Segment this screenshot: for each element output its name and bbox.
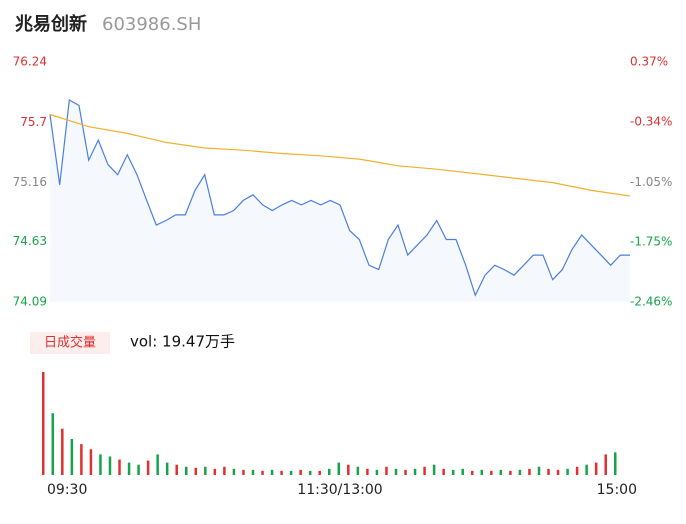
volume-bar (270, 469, 274, 475)
volume-bar (118, 459, 121, 475)
volume-bar (51, 413, 55, 475)
y2-tick-label: -0.34% (630, 115, 672, 129)
volume-bar (471, 470, 474, 475)
volume-bar (575, 466, 579, 475)
volume-bar (394, 468, 398, 475)
volume-bar (337, 462, 341, 475)
volume-bar (604, 454, 607, 475)
volume-bar (423, 466, 426, 475)
volume-bar (490, 470, 493, 475)
volume-bar (185, 466, 188, 475)
volume-bar (347, 464, 350, 475)
y2-tick-label: -1.05% (630, 175, 672, 189)
volume-bar (42, 372, 45, 475)
volume-bar (528, 468, 531, 475)
y-tick-label: 76.24 (13, 55, 47, 69)
volume-bar (614, 452, 617, 475)
volume-bar (375, 469, 379, 475)
volume-bar (156, 454, 159, 475)
x-tick-label: 09:30 (47, 482, 87, 498)
y2-tick-label: -1.75% (630, 234, 672, 248)
volume-bar (289, 470, 293, 475)
volume-bar (413, 468, 417, 475)
volume-bar (89, 449, 93, 475)
volume-bar (480, 469, 484, 475)
y-tick-label: 74.09 (13, 295, 47, 309)
stock-name: 兆易创新 (15, 13, 87, 35)
volume-bar (223, 466, 226, 475)
volume-total: vol: 19.47万手 (130, 333, 235, 351)
y-tick-label: 75.16 (13, 175, 47, 189)
volume-bar (232, 468, 236, 475)
volume-bar (566, 468, 569, 475)
price-area (50, 100, 630, 302)
volume-bar (213, 468, 217, 475)
x-tick-label: 11:30/13:00 (297, 482, 382, 498)
volume-bar (204, 466, 207, 475)
volume-label-box (30, 332, 110, 354)
volume-bar (432, 464, 436, 475)
volume-bar (547, 468, 550, 475)
y2-tick-label: 0.37% (630, 55, 668, 69)
line-average (49, 113, 631, 197)
y-tick-label: 74.63 (13, 234, 47, 248)
x-tick-label: 15:00 (597, 482, 637, 498)
volume-bar (127, 462, 131, 475)
volume-bar (146, 460, 150, 475)
line-price (49, 99, 630, 297)
volume-label: 日成交量 (44, 335, 96, 351)
volume-bar (556, 469, 560, 475)
stock-code: 603986.SH (102, 14, 201, 35)
y-tick-label: 75.7 (20, 115, 47, 129)
volume-bar (108, 456, 112, 475)
y2-tick-label: -2.46% (630, 295, 672, 309)
volume-bar (537, 466, 541, 475)
volume-bar (299, 469, 302, 475)
volume-bar (585, 464, 588, 475)
volume-bar (366, 468, 369, 475)
volume-bar (308, 470, 312, 475)
volume-bar (251, 469, 255, 475)
volume-bar (80, 444, 83, 475)
volume-bar (404, 469, 407, 475)
volume-bar (175, 464, 178, 475)
volume-bar (518, 469, 522, 475)
volume-bar (70, 438, 74, 475)
volume-bar (356, 466, 360, 475)
volume-bar (328, 468, 331, 475)
volume-bar (242, 469, 245, 475)
volume-bar (509, 470, 512, 475)
volume-bar (318, 470, 321, 475)
volume-bar (165, 462, 169, 475)
volume-bar (385, 466, 388, 475)
volume-bar (261, 470, 264, 475)
volume-bar (280, 470, 283, 475)
volume-bar (594, 462, 598, 475)
volume-bar (442, 468, 445, 475)
volume-bar (451, 469, 455, 475)
volume-bar (194, 467, 198, 475)
volume-bar (461, 468, 464, 475)
volume-bar (137, 464, 140, 475)
volume-bar (499, 469, 503, 475)
volume-bar (99, 454, 102, 475)
volume-bar (61, 428, 64, 475)
